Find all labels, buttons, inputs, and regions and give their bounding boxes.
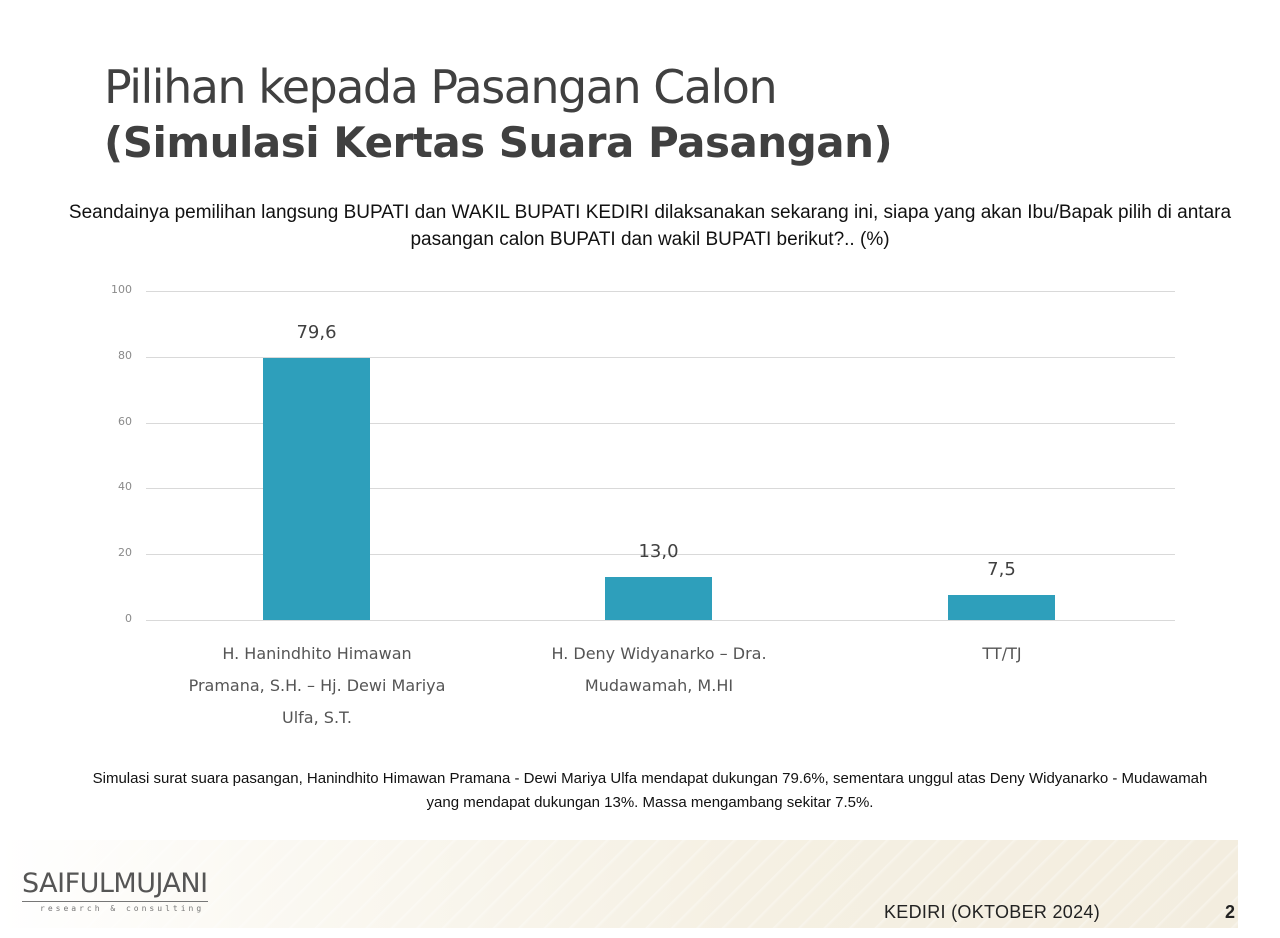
gridline (146, 291, 1175, 292)
gridline (146, 554, 1175, 555)
bar-value-label: 7,5 (987, 559, 1016, 580)
category-label-line: TT/TJ (982, 644, 1022, 663)
footer-decorative-band (0, 840, 1238, 928)
y-tick-label: 60 (118, 415, 132, 428)
footer-region-date: KEDIRI (OKTOBER 2024) (884, 902, 1101, 922)
bar (948, 595, 1055, 620)
gridline (146, 488, 1175, 489)
bar (263, 358, 370, 620)
bar-chart: 0 20 40 60 80 100 79,6 H. Hanindhito Himawan Pra… (111, 283, 1175, 734)
category-label-line: H. Deny Widyanarko – Dra. (551, 644, 767, 663)
slide-title: Pilihan kepada Pasangan Calon (104, 60, 778, 114)
page-number: 2 (1225, 902, 1236, 922)
gridline (146, 620, 1175, 621)
category-label-line: Ulfa, S.T. (282, 708, 352, 727)
company-logo: SAIFULMUJANI research & consulting (22, 868, 208, 913)
category-label-line: Pramana, S.H. – Hj. Dewi Mariya (188, 676, 446, 695)
bar-value-label: 79,6 (296, 322, 337, 343)
category-label: H. Hanindhito Himawan Pramana, S.H. – Hj.… (157, 638, 477, 734)
logo-tagline: research & consulting (40, 904, 205, 913)
category-label-line: H. Hanindhito Himawan (222, 644, 412, 663)
y-tick-label: 20 (118, 546, 132, 559)
y-tick-label: 40 (118, 480, 132, 493)
gridline (146, 423, 1175, 424)
gridline (146, 357, 1175, 358)
category-label: TT/TJ (902, 638, 1102, 670)
bar (605, 577, 712, 620)
y-tick-label: 100 (111, 283, 132, 296)
y-tick-label: 80 (118, 349, 132, 362)
category-label-line: Mudawamah, M.HI (584, 676, 734, 695)
slide-subtitle: (Simulasi Kertas Suara Pasangan) (104, 118, 893, 167)
y-tick-label: 0 (125, 612, 132, 625)
bar-value-label: 13,0 (638, 541, 679, 562)
category-label: H. Deny Widyanarko – Dra. Mudawamah, M.HI (509, 638, 809, 702)
logo-wordmark: SAIFULMUJANI (22, 868, 208, 902)
survey-question: Seandainya pemilihan langsung BUPATI dan… (68, 202, 1232, 250)
chart-summary-note: Simulasi surat suara pasangan, Hanindhit… (92, 770, 1208, 811)
